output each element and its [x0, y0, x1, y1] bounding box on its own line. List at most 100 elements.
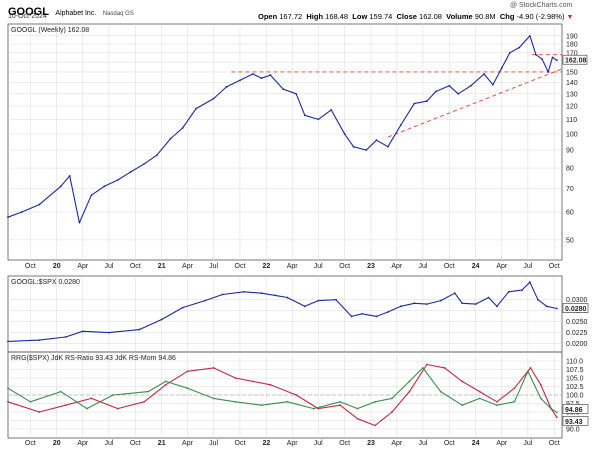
x-tick-label: 22: [262, 440, 270, 447]
data-point: [537, 298, 539, 301]
symbol-label: GOOGL: [8, 6, 49, 18]
data-point: [330, 109, 333, 111]
data-point: [457, 92, 460, 95]
y-tick-label: 70: [566, 186, 574, 193]
y-tick-label: 105.0: [566, 376, 584, 383]
y-tick-label: 0.0200: [566, 341, 588, 348]
y-tick-label: 90.0: [566, 426, 580, 433]
data-point: [555, 411, 558, 414]
x-tick-label: Jul: [104, 440, 113, 447]
data-point: [555, 416, 558, 419]
data-point: [212, 366, 215, 369]
data-point: [335, 298, 337, 301]
x-tick-label: Apr: [77, 440, 89, 447]
data-point: [375, 315, 378, 318]
data-point: [555, 59, 558, 62]
data-point: [491, 83, 494, 86]
data-point: [155, 154, 158, 157]
x-tick-label: 21: [158, 263, 166, 270]
x-tick-label: Oct: [339, 263, 350, 270]
data-point: [496, 400, 498, 403]
data-point: [286, 296, 289, 299]
y-tick-label: 60: [566, 210, 574, 217]
data-point: [555, 307, 558, 310]
data-point: [59, 185, 62, 188]
data-point: [234, 400, 237, 403]
y-tick-label: 140: [566, 80, 578, 87]
data-point: [426, 303, 428, 306]
data-point: [286, 400, 289, 403]
data-point: [160, 318, 163, 321]
data-point: [518, 46, 521, 49]
data-point: [478, 390, 481, 393]
data-point: [547, 71, 550, 73]
data-point: [526, 370, 529, 373]
data-point: [413, 302, 416, 305]
data-point: [399, 124, 402, 126]
data-point: [520, 289, 523, 291]
data-point: [81, 330, 84, 333]
ohlc-open-value: 167.72: [279, 12, 303, 21]
data-point: [181, 306, 184, 309]
x-tick-label: Jul: [418, 440, 427, 447]
x-tick-label: Oct: [235, 263, 246, 270]
x-tick-label: Apr: [77, 263, 89, 270]
x-tick-label: Oct: [444, 440, 455, 447]
x-tick-label: Oct: [130, 440, 141, 447]
data-point: [513, 400, 516, 403]
x-tick-label: Apr: [182, 263, 194, 270]
ohlc-volume-label: Volume: [446, 12, 473, 21]
ohlc-chg-value: -4.90 (-2.98%): [516, 12, 565, 21]
x-tick-label: 24: [472, 263, 480, 270]
last-value-label: 162.08: [565, 58, 587, 65]
y-tick-label: 0.0225: [566, 330, 588, 337]
last-value-box: [562, 303, 589, 313]
data-point: [251, 380, 254, 383]
data-point: [374, 424, 376, 427]
data-point: [391, 411, 393, 413]
data-point: [269, 383, 272, 386]
data-point: [528, 34, 531, 37]
x-tick-label: Jul: [209, 440, 218, 447]
last-value-box: [562, 404, 589, 414]
data-point: [529, 366, 532, 369]
y-tick-label: 120: [566, 104, 578, 111]
x-tick-label: 23: [367, 263, 375, 270]
data-point: [90, 397, 93, 400]
y-tick-label: 100: [566, 131, 578, 138]
data-point: [387, 311, 389, 313]
data-point: [361, 312, 364, 315]
y-tick-label: 100.0: [566, 393, 584, 400]
data-point: [434, 90, 437, 93]
data-point: [469, 84, 472, 87]
data-point: [282, 88, 285, 91]
x-tick-label: Apr: [496, 440, 508, 447]
data-point: [339, 404, 341, 407]
data-point: [387, 145, 389, 148]
data-point: [103, 185, 106, 188]
data-point: [138, 328, 141, 331]
ohlc-high-value: 168.48: [325, 12, 349, 21]
data-point: [239, 79, 241, 82]
y-tick-label: 110: [566, 117, 577, 124]
data-point: [7, 216, 9, 219]
support-trendline: [387, 68, 563, 138]
data-point: [365, 149, 368, 151]
x-tick-label: Oct: [130, 263, 141, 270]
data-point: [142, 163, 145, 166]
data-point: [422, 366, 424, 369]
data-point: [116, 179, 119, 181]
last-value-label: 93.43: [565, 419, 583, 426]
data-point: [343, 133, 346, 135]
data-point: [426, 363, 428, 366]
data-point: [20, 211, 23, 213]
data-point: [212, 97, 215, 100]
data-point: [439, 390, 442, 393]
last-value-label: 94.86: [565, 407, 583, 414]
x-tick-label: Oct: [339, 440, 350, 447]
data-point: [85, 407, 88, 410]
data-point: [274, 294, 277, 297]
x-tick-label: Oct: [549, 263, 560, 270]
data-point: [7, 400, 9, 403]
data-point: [448, 84, 451, 87]
